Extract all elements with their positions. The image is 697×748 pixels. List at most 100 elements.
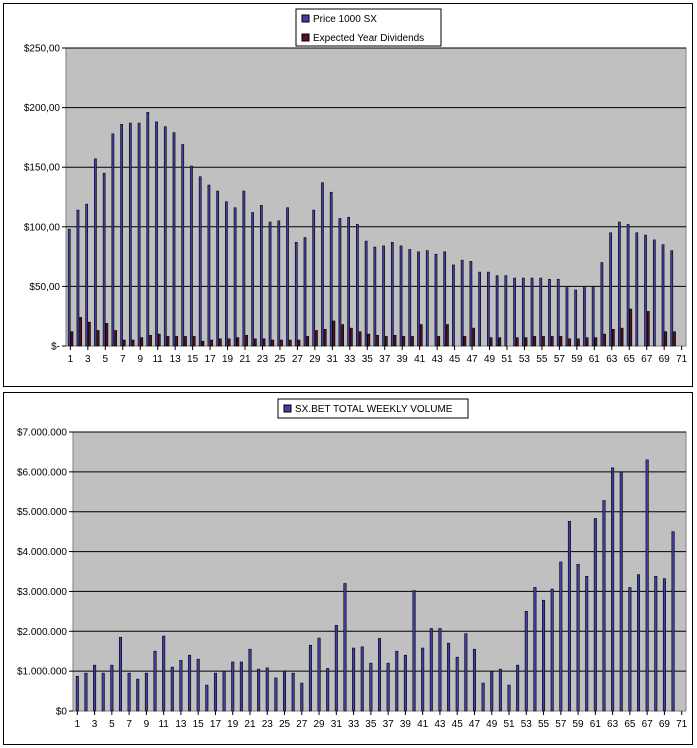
- x-tick-label: 17: [210, 719, 222, 730]
- x-tick-label: 65: [624, 719, 636, 730]
- x-tick-label: 15: [193, 719, 205, 730]
- bar-dividend: [271, 339, 275, 347]
- bar-dividend: [306, 336, 310, 347]
- bar-price: [207, 184, 211, 347]
- bar-price: [111, 133, 115, 347]
- bar-price: [443, 251, 447, 347]
- bar-volume: [222, 670, 226, 712]
- bar-dividend: [88, 321, 91, 347]
- x-tick-label: 1: [75, 719, 81, 730]
- x-tick-label: 33: [348, 719, 360, 730]
- bar-volume: [403, 654, 407, 712]
- x-tick-label: 61: [590, 719, 602, 730]
- legend-label-price: Price 1000 SX: [313, 14, 377, 25]
- bar-dividend: [515, 337, 519, 347]
- bar-price: [521, 277, 525, 347]
- y-tick-label: $200,00: [24, 103, 61, 114]
- bar-volume: [257, 668, 261, 712]
- y-tick-label: $-: [51, 342, 60, 353]
- bar-dividend: [210, 339, 214, 347]
- bar-price: [425, 250, 429, 347]
- bar-dividend: [70, 331, 74, 347]
- bar-volume: [447, 642, 451, 712]
- bar-price: [539, 277, 543, 347]
- x-tick-label: 53: [521, 719, 533, 730]
- bar-price: [504, 275, 508, 347]
- bar-price: [364, 240, 368, 347]
- x-tick-label: 53: [519, 354, 531, 365]
- bar-dividend: [236, 337, 240, 347]
- y-tick-label: $1.000.000: [17, 667, 67, 678]
- bar-volume: [352, 647, 356, 712]
- bar-volume: [593, 518, 597, 712]
- bar-price: [513, 277, 516, 347]
- bar-price: [233, 207, 237, 347]
- bar-price: [652, 239, 656, 347]
- bar-dividend: [542, 336, 545, 347]
- x-tick-label: 3: [85, 354, 91, 365]
- bar-dividend: [175, 336, 179, 347]
- bar-dividend: [201, 340, 205, 347]
- bar-price: [469, 261, 473, 347]
- bar-price: [661, 244, 665, 347]
- bar-price: [67, 228, 71, 347]
- y-tick-label: $0: [56, 707, 68, 718]
- bar-volume: [110, 664, 114, 712]
- y-tick-label: $5.000.000: [17, 507, 67, 518]
- bar-price: [530, 277, 534, 347]
- x-tick-label: 37: [383, 719, 395, 730]
- bar-volume: [386, 662, 390, 712]
- bar-volume: [239, 661, 243, 712]
- bar-price: [225, 201, 228, 347]
- bar-volume: [611, 467, 615, 712]
- x-tick-label: 11: [152, 354, 163, 365]
- y-tick-label: $250,00: [24, 44, 61, 55]
- bar-dividend: [140, 337, 144, 347]
- bar-price: [583, 286, 586, 347]
- bar-price: [495, 275, 499, 347]
- bar-dividend: [577, 338, 580, 347]
- bar-price: [146, 112, 150, 347]
- x-tick-label: 49: [486, 719, 498, 730]
- x-tick-label: 55: [536, 354, 548, 365]
- y-tick-label: $6.000.000: [17, 467, 67, 478]
- bar-volume: [326, 668, 330, 712]
- legend-swatch-volume: [283, 404, 292, 413]
- bar-dividend: [437, 336, 441, 347]
- bar-price: [198, 176, 202, 347]
- bar-volume: [550, 588, 554, 712]
- bar-volume: [662, 578, 666, 712]
- bar-volume: [524, 611, 528, 712]
- bar-volume: [162, 635, 166, 712]
- bar-volume: [645, 459, 649, 712]
- x-tick-label: 51: [503, 719, 515, 730]
- x-tick-label: 51: [501, 354, 513, 365]
- bar-dividend: [585, 337, 589, 347]
- bar-dividend: [315, 330, 318, 347]
- bar-price: [556, 278, 560, 347]
- bar-volume: [213, 672, 217, 712]
- x-tick-label: 7: [120, 354, 126, 365]
- bar-volume: [93, 664, 97, 712]
- bar-price: [618, 221, 621, 347]
- bar-dividend: [166, 336, 170, 347]
- bar-volume: [334, 625, 338, 712]
- bar-volume: [516, 664, 520, 712]
- volume-chart-panel: $0 $1.000.000 $2.000.000 $3.000.000 $4.000.0…: [3, 392, 693, 745]
- bar-volume: [507, 684, 511, 712]
- bar-volume: [654, 575, 658, 712]
- bar-volume: [196, 658, 200, 712]
- volume-chart: $0 $1.000.000 $2.000.000 $3.000.000 $4.000.0…: [17, 398, 688, 730]
- bar-volume: [153, 650, 157, 712]
- x-tick-label: 29: [314, 719, 326, 730]
- bar-volume: [438, 628, 442, 712]
- bar-dividend: [673, 331, 676, 347]
- bar-dividend: [603, 333, 606, 347]
- bar-dividend: [393, 334, 397, 347]
- bar-volume: [369, 662, 373, 712]
- bar-volume: [542, 599, 546, 712]
- x-tick-label: 71: [676, 719, 688, 730]
- x-tick-label: 27: [292, 354, 304, 365]
- bar-price: [190, 165, 193, 347]
